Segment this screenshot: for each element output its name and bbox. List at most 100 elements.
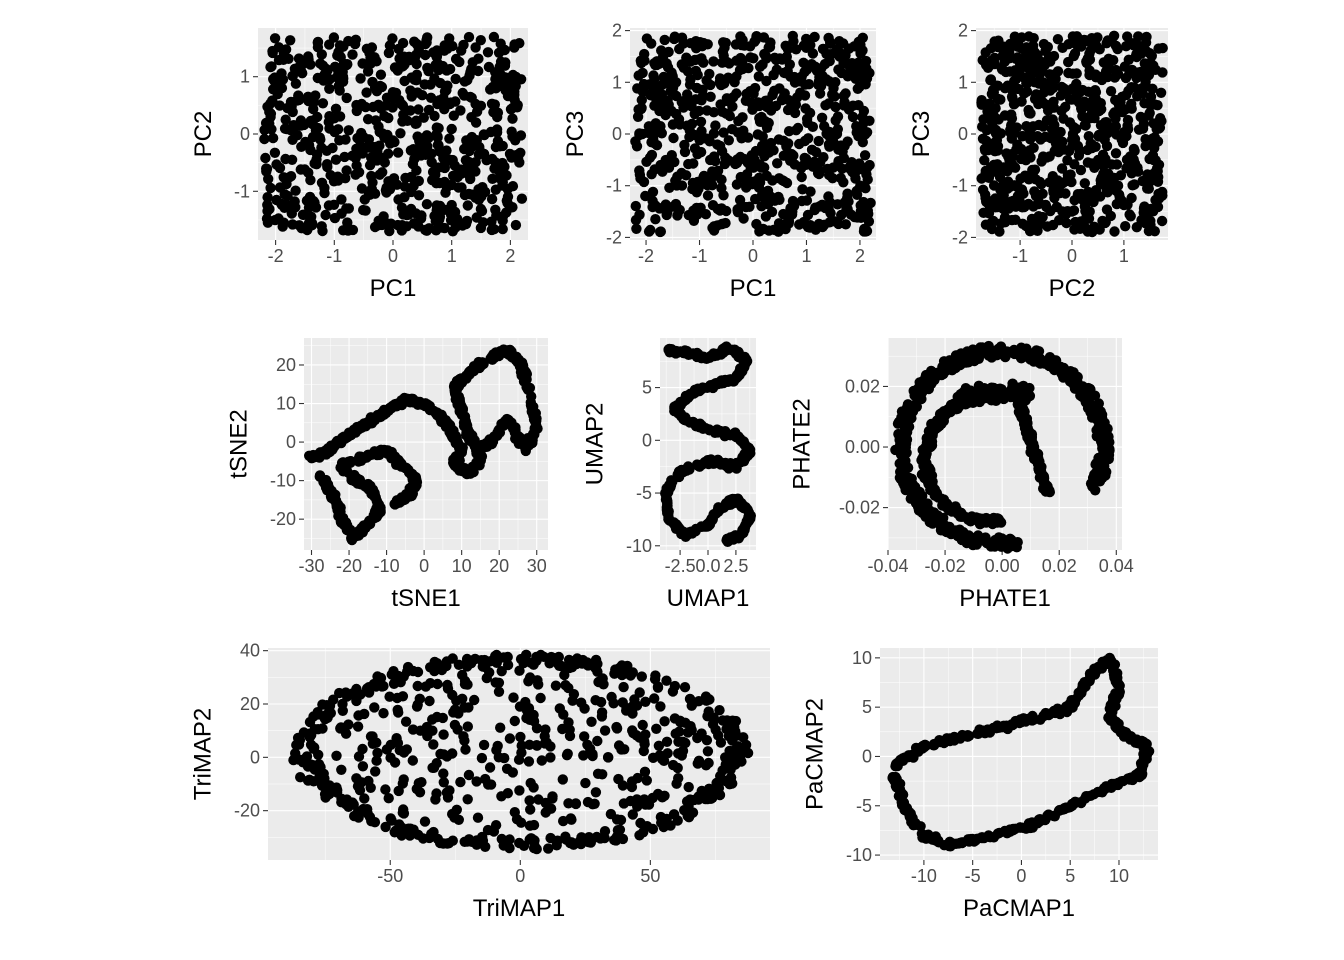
data-point	[850, 173, 861, 184]
y-axis-title: PC2	[190, 111, 217, 158]
data-point	[505, 104, 517, 115]
x-tick-label: -1	[1012, 246, 1028, 266]
data-point	[1028, 52, 1040, 63]
data-point	[386, 403, 397, 414]
data-point	[470, 117, 482, 128]
data-point	[811, 147, 822, 158]
data-point	[455, 105, 466, 116]
data-point	[273, 42, 284, 53]
data-point	[991, 80, 1002, 91]
data-point	[977, 55, 988, 66]
data-point	[860, 79, 871, 90]
data-point	[266, 124, 277, 135]
data-point	[456, 400, 467, 412]
data-point	[447, 214, 459, 225]
data-point	[342, 225, 354, 236]
data-point	[648, 70, 659, 81]
data-point	[337, 705, 348, 716]
data-point	[1038, 38, 1050, 50]
data-point	[649, 673, 661, 685]
data-point	[341, 92, 352, 104]
data-point	[493, 47, 505, 58]
data-point	[702, 190, 714, 201]
data-point	[432, 177, 443, 188]
data-point	[1143, 98, 1155, 110]
data-point	[767, 89, 778, 101]
data-point	[980, 145, 991, 156]
data-point	[1127, 180, 1138, 191]
data-point	[1060, 368, 1072, 379]
data-point	[297, 209, 309, 220]
data-point	[433, 123, 444, 134]
data-point	[323, 116, 334, 128]
data-point	[679, 146, 691, 158]
data-point	[453, 169, 464, 181]
data-point	[336, 194, 347, 205]
data-point	[304, 716, 316, 728]
data-point	[528, 409, 539, 421]
data-point	[1138, 118, 1150, 130]
data-point	[780, 40, 791, 51]
data-point	[389, 136, 400, 148]
data-point	[306, 196, 317, 208]
data-point	[1096, 436, 1107, 447]
data-point	[1037, 57, 1048, 68]
data-point	[827, 139, 838, 150]
data-point	[712, 379, 723, 390]
data-point	[864, 159, 875, 171]
data-point	[971, 514, 982, 525]
data-point	[1079, 178, 1091, 189]
data-point	[1055, 90, 1067, 101]
data-point	[1017, 202, 1028, 213]
data-point	[383, 112, 394, 124]
data-point	[1009, 75, 1020, 87]
data-point	[1035, 90, 1046, 102]
data-point	[366, 170, 377, 182]
data-point	[833, 64, 844, 75]
data-point	[741, 518, 753, 529]
data-point	[446, 123, 457, 135]
data-point	[1016, 405, 1027, 416]
data-point	[496, 419, 508, 430]
data-point	[752, 129, 763, 140]
data-point	[462, 200, 473, 211]
x-axis-title: tSNE1	[391, 585, 460, 612]
data-point	[383, 148, 394, 159]
data-point	[1102, 71, 1114, 83]
data-point	[776, 95, 788, 106]
data-point	[449, 379, 460, 391]
data-point	[1023, 146, 1034, 157]
data-point	[335, 74, 346, 86]
data-point	[731, 179, 743, 190]
data-point	[295, 772, 306, 783]
data-point	[456, 45, 467, 56]
data-point	[450, 73, 461, 85]
data-point	[987, 518, 998, 530]
data-point	[328, 199, 340, 210]
data-point	[343, 125, 354, 136]
data-point	[678, 62, 689, 73]
data-point	[378, 211, 389, 222]
data-point	[774, 173, 785, 184]
data-point	[832, 160, 843, 171]
data-point	[1044, 177, 1055, 188]
data-point	[853, 57, 864, 68]
data-point	[759, 151, 770, 162]
data-point	[447, 226, 458, 237]
data-point	[439, 222, 450, 234]
data-point	[1028, 166, 1039, 177]
data-point	[317, 225, 328, 237]
data-point	[510, 80, 521, 92]
data-point	[495, 38, 506, 49]
data-point	[360, 101, 371, 113]
data-point	[1023, 174, 1035, 185]
data-point	[920, 508, 931, 520]
data-point	[459, 189, 471, 201]
x-tick-label: 1	[801, 246, 811, 266]
data-point	[1156, 115, 1167, 127]
data-point	[934, 408, 946, 420]
data-point	[796, 171, 807, 183]
data-point	[467, 461, 478, 472]
data-point	[372, 504, 383, 515]
data-point	[684, 391, 695, 402]
